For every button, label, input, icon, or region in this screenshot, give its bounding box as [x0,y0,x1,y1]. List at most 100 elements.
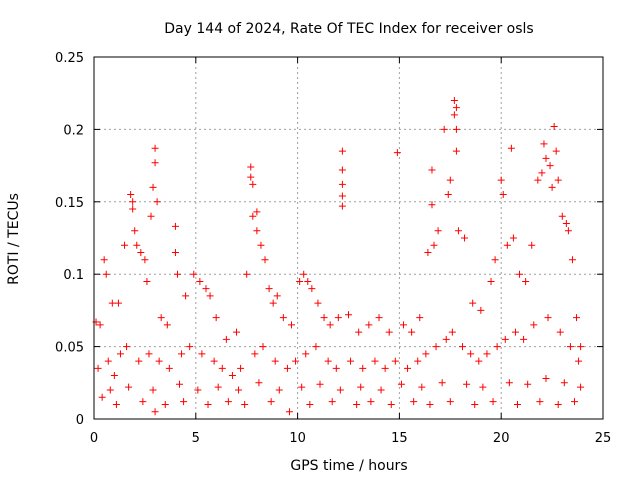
data-point [194,386,202,394]
data-point [285,408,293,416]
data-point [131,227,139,235]
data-point [157,314,165,322]
data-point [448,328,456,336]
y-tick-label: 0.05 [55,341,84,356]
x-tick-label: 20 [493,431,510,446]
data-point [338,166,346,174]
x-tick-label: 25 [595,431,612,446]
data-point [558,212,566,220]
data-point [501,335,509,343]
data-point [255,379,263,387]
data-point [573,314,581,322]
data-point [296,277,304,285]
data-point [575,357,583,365]
data-point [114,299,122,307]
data-point [336,386,344,394]
data-point [129,198,137,206]
data-point [440,125,448,133]
data-point [450,111,458,119]
data-point [442,335,450,343]
data-point [446,398,454,406]
data-point [552,147,560,155]
data-point [452,104,460,112]
data-point [357,383,365,391]
data-point [102,270,110,278]
data-point [243,270,251,278]
data-point [308,285,316,293]
data-point [536,398,544,406]
data-point [247,163,255,171]
data-point [145,350,153,358]
data-point [469,299,477,307]
data-point [133,241,141,249]
data-point [397,380,405,388]
data-point [475,357,483,365]
data-point [520,335,528,343]
data-point [94,364,102,372]
data-point [542,154,550,162]
data-point [186,343,194,351]
x-tick-label: 0 [90,431,98,446]
data-point [141,256,149,264]
data-point [509,234,517,242]
data-point [499,191,507,199]
data-point [414,357,422,365]
data-point [446,176,454,184]
data-point [312,343,320,351]
data-point [196,277,204,285]
data-point [96,321,104,329]
data-point [367,398,375,406]
data-point [560,379,568,387]
data-point [210,357,218,365]
data-point [534,176,542,184]
data-point [253,208,261,216]
data-point [116,350,124,358]
data-point [202,285,210,293]
data-point [228,372,236,380]
data-point [418,383,426,391]
data-point [257,241,265,249]
data-point [566,343,574,351]
data-point [151,144,159,152]
data-point [180,398,188,406]
data-point [127,191,135,199]
data-point [265,285,273,293]
data-point [428,201,436,209]
y-tick-label: 0.25 [55,51,84,66]
data-point [153,198,161,206]
data-point [577,343,585,351]
data-point [497,176,505,184]
x-tick-labels: 0 5 10 15 20 25 [90,431,611,446]
data-point [139,398,147,406]
data-point [249,180,257,188]
data-point [479,383,487,391]
data-point [483,350,491,358]
data-point [161,401,169,409]
data-point [267,398,275,406]
data-point [377,386,385,394]
y-tick-label: 0 [76,413,84,428]
data-point [106,386,114,394]
data-point [365,321,373,329]
data-point [283,364,291,372]
data-point [110,372,118,380]
data-point [477,306,485,314]
plot-frame [93,56,604,420]
data-point [505,379,513,387]
data-point [306,401,314,409]
data-point [98,393,106,401]
data-point [548,183,556,191]
data-point [271,357,279,365]
data-point [259,343,267,351]
data-point [326,321,334,329]
data-point [155,357,163,365]
data-point [540,140,548,148]
data-points [92,96,585,416]
data-point [314,299,322,307]
data-point [554,176,562,184]
data-point [149,386,157,394]
data-point [345,311,352,319]
data-point [353,401,361,409]
data-point [570,398,578,406]
data-point [135,357,143,365]
